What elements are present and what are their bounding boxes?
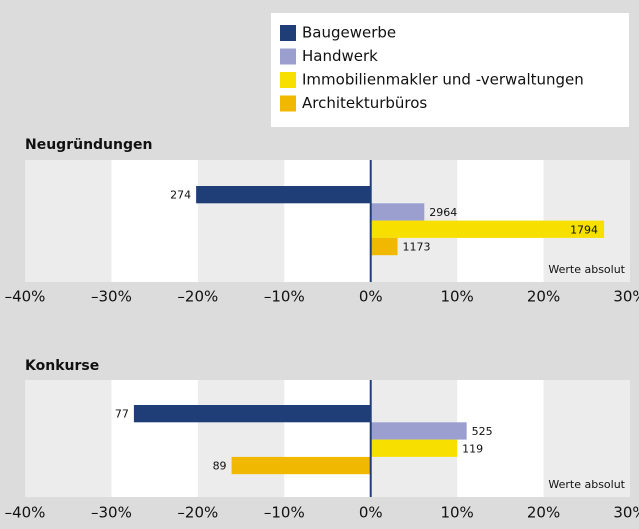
x-tick-label: 10% [440, 504, 473, 522]
value-label: 119 [462, 442, 483, 455]
panel-title: Neugründungen [25, 137, 152, 153]
legend-label: Architekturbüros [302, 94, 427, 112]
grid-band [284, 160, 371, 282]
legend-swatch [280, 48, 296, 65]
value-label: 525 [472, 425, 493, 438]
bar [370, 203, 425, 221]
value-label: 77 [115, 408, 129, 421]
bar [370, 422, 467, 440]
bar [370, 220, 605, 238]
note: Werte absolut [548, 263, 625, 276]
x-tick-label: –30% [91, 504, 132, 522]
panel-title: Konkurse [25, 358, 99, 374]
legend-label: Handwerk [302, 47, 378, 65]
note: Werte absolut [548, 478, 625, 491]
value-label: 1173 [403, 241, 431, 254]
grid-band [457, 380, 544, 497]
bar [133, 405, 371, 423]
bar [370, 439, 458, 457]
x-tick-label: –20% [177, 288, 218, 306]
legend-box [271, 13, 629, 127]
value-label: 274 [170, 189, 191, 202]
x-tick-label: 30% [613, 288, 639, 306]
grid-band [111, 380, 198, 497]
x-tick-label: –20% [177, 504, 218, 522]
legend-label: Immobilienmakler und -verwaltungen [302, 71, 584, 89]
bar [231, 456, 371, 475]
bar [196, 186, 371, 204]
x-tick-label: –40% [5, 504, 46, 522]
grid-band [284, 380, 371, 497]
x-tick-label: 20% [527, 288, 560, 306]
x-tick-label: 20% [527, 504, 560, 522]
x-tick-label: 30% [613, 504, 639, 522]
value-label: 2964 [429, 206, 457, 219]
legend-swatch [280, 95, 296, 112]
legend-label: Baugewerbe [302, 24, 396, 42]
x-tick-label: 0% [359, 504, 383, 522]
grid-band [111, 160, 198, 282]
value-label: 1794 [570, 223, 598, 236]
x-tick-label: 10% [440, 288, 473, 306]
x-tick-label: –40% [5, 288, 46, 306]
legend-swatch [280, 25, 296, 41]
x-tick-label: –10% [264, 288, 305, 306]
value-label: 89 [213, 460, 227, 473]
bar [370, 237, 398, 256]
x-tick-label: –10% [264, 504, 305, 522]
x-tick-label: –30% [91, 288, 132, 306]
legend-swatch [280, 72, 296, 88]
x-tick-label: 0% [359, 288, 383, 306]
